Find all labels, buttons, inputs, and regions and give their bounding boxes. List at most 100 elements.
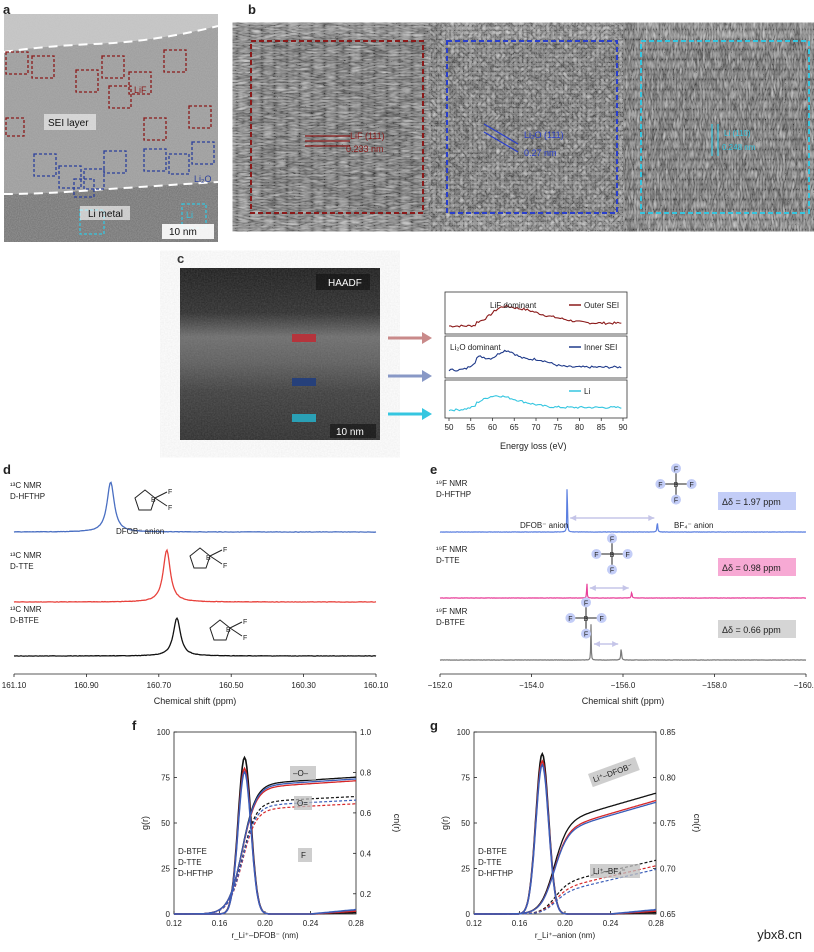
- chart-g-tag-1: Li⁺–BF₄⁻: [593, 867, 626, 876]
- panel-label-g: g: [430, 718, 438, 733]
- fluorine-label: F: [594, 552, 598, 559]
- chart-f-ytick-right-label: 1.0: [360, 728, 372, 737]
- eels-legend-outer: Outer SEI: [584, 301, 619, 310]
- panel-d-13c-nmr: 161.10 160.90 160.70 160.50 160.30 160.10 Chem…: [2, 481, 389, 706]
- eels-inner-annotation: Li₂O dominant: [450, 343, 501, 352]
- fluorine-label: F: [584, 600, 588, 607]
- chart-f-tag-bg: [290, 766, 316, 780]
- panel-label-a: a: [3, 2, 11, 17]
- panel-f-rdf-dfob: 0.12 0.16 0.20 0.24 0.28 0 25 50 75 100 0.2 0.4 0.6 0…: [140, 728, 402, 940]
- chart-f-cn-dashed-D-HFTHP: [174, 799, 357, 915]
- boron-label: B: [226, 627, 231, 634]
- chart-f-ytick-label: 25: [161, 865, 170, 874]
- e-bf4-annotation: BF₄⁻ anion: [674, 521, 714, 530]
- e-spectrum-D-TTE: [439, 583, 806, 599]
- boron-label: B: [674, 482, 679, 489]
- e-arrow-head: [648, 515, 655, 521]
- d-spectrum-D-TTE: [13, 548, 377, 603]
- e-nucleus-D-HFTHP: ¹⁹F NMR: [436, 479, 468, 488]
- chart-g-xtick-label: 0.12: [466, 919, 482, 928]
- e-tick-label: −160.0: [794, 681, 814, 690]
- e-series-D-HFTHP: D-HFTHP: [436, 490, 471, 499]
- fluorine-label: F: [625, 552, 629, 559]
- chart-f-legend-0: D-BTFE: [178, 847, 207, 856]
- eels-legend-inner: Inner SEI: [584, 343, 617, 352]
- chart-g-ytick-label: 75: [461, 774, 470, 783]
- chart-f-tag-2: F: [301, 851, 306, 860]
- lif-tag: LiF: [134, 85, 147, 95]
- d-tick-label: 161.10: [2, 681, 27, 690]
- scale-bar-a: 10 nm: [169, 227, 197, 238]
- e-arrow-head: [589, 585, 596, 591]
- chart-g-xlabel: r_Li⁺–anion (nm): [535, 931, 596, 940]
- panel-label-f: f: [132, 718, 137, 733]
- e-arrow-head: [593, 641, 600, 647]
- e-arrow-head: [612, 641, 619, 647]
- d-xlabel: Chemical shift (ppm): [154, 696, 237, 706]
- chart-g-legend-2: D-HFTHP: [478, 869, 513, 878]
- chart-g-ytick-label: 25: [461, 865, 470, 874]
- d-series-D-HFTHP: D-HFTHP: [10, 492, 45, 501]
- chart-g-ytick-right-label: 0.80: [660, 774, 676, 783]
- d-spectrum-D-HFTHP: [13, 481, 377, 533]
- chart-g-ytick-right-label: 0.65: [660, 910, 676, 919]
- chart-g-tag-bg: [590, 864, 640, 878]
- li-plane-label: Li (110): [724, 129, 751, 138]
- fluorine-label: F: [168, 505, 172, 512]
- panel-a-tem-image: SEI layer Li metal LiF Li₂O Li 10 nm: [3, 14, 219, 242]
- e-delta-badge: [718, 620, 796, 638]
- panel-label-d: d: [3, 462, 11, 477]
- eels-tick-label: 70: [532, 423, 541, 432]
- chart-f-tag-bg: [298, 848, 312, 862]
- fluorine-label: F: [568, 616, 572, 623]
- e-nucleus-D-TTE: ¹⁹F NMR: [436, 545, 468, 554]
- panel-label-b: b: [248, 2, 256, 17]
- fluorine-label: F: [610, 568, 614, 575]
- sei-layer-label: SEI layer: [48, 118, 89, 129]
- panel-label-e: e: [430, 462, 438, 477]
- panel-g-rdf-anion: 0.12 0.16 0.20 0.24 0.28 0 25 50 75 100 0.65 0.70 0.…: [440, 728, 702, 940]
- d-series-D-TTE: D-TTE: [10, 562, 34, 571]
- boron-label: B: [584, 616, 589, 623]
- d-tick-label: 160.10: [364, 681, 389, 690]
- d-anion-annotation: DFOB⁻ anion: [116, 527, 164, 536]
- chart-f-ytick-label: 75: [161, 774, 170, 783]
- chart-f-ylabel-left: g(r): [140, 816, 150, 830]
- chart-f-ytick-label: 50: [161, 819, 170, 828]
- e-tick-label: −156.0: [611, 681, 636, 690]
- chart-g-ytick-label: 50: [461, 819, 470, 828]
- chart-f-ylabel-right: cn(r): [392, 814, 402, 833]
- fluorine-label: F: [599, 616, 603, 623]
- e-dfob-annotation: DFOB⁻ anion: [520, 521, 568, 530]
- d-spectrum-D-BTFE: [13, 616, 377, 657]
- panel-e-19f-nmr: −152.0 −154.0 −156.0 −158.0 −160.0 Chemical s…: [428, 463, 814, 706]
- d-nucleus-D-BTFE: ¹³C NMR: [10, 605, 42, 614]
- fluorine-label: F: [674, 498, 678, 505]
- lif-spacing-label: 0.233 nm: [346, 144, 384, 154]
- lif-plane-label: LiF (111): [350, 131, 385, 141]
- e-delta-D-TTE: Δδ = 0.98 ppm: [722, 563, 781, 573]
- scale-bar-c: 10 nm: [336, 427, 364, 438]
- d-series-D-BTFE: D-BTFE: [10, 616, 39, 625]
- panel-c-eels-spectra: LiF dominant Li₂O dominant Outer SEI Inn…: [445, 291, 628, 451]
- eels-trace-0: [448, 304, 622, 328]
- chart-f-xlabel: r_Li⁺–DFOB⁻ (nm): [231, 931, 298, 940]
- eels-tick-label: 55: [466, 423, 475, 432]
- fluorine-label: F: [168, 489, 172, 496]
- chart-g-ylabel-right: cn(r): [692, 814, 702, 833]
- chart-f-ytick-right-label: 0.8: [360, 768, 372, 777]
- fluorine-label: F: [243, 635, 247, 642]
- eels-tick-label: 90: [619, 423, 628, 432]
- panel-b-hrtem-li2o: Li₂O (111) 0.27 nm: [446, 40, 618, 214]
- eels-tick-label: 80: [575, 423, 584, 432]
- e-delta-badge: [718, 492, 796, 510]
- chart-g-xtick-label: 0.16: [512, 919, 528, 928]
- eels-outer-annotation: LiF dominant: [490, 301, 537, 310]
- d-tick-label: 160.30: [291, 681, 316, 690]
- bf4-structure-icon: F F F F B: [655, 463, 697, 505]
- chart-f-ytick-label: 0: [166, 910, 171, 919]
- e-series-D-TTE: D-TTE: [436, 556, 460, 565]
- chart-g-xtick-label: 0.20: [557, 919, 573, 928]
- e-spectrum-D-BTFE: [439, 624, 807, 661]
- chart-g-ytick-right-label: 0.85: [660, 728, 676, 737]
